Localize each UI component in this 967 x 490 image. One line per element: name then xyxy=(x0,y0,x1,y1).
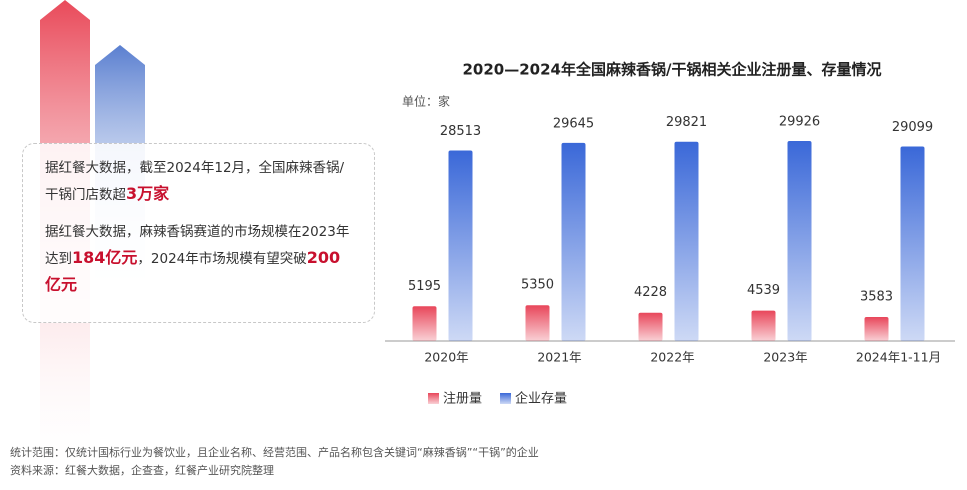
data-label: 4228 xyxy=(634,285,667,300)
highlight: 184亿元 xyxy=(72,248,138,267)
bar xyxy=(525,305,550,341)
x-tick-label: 2020年 xyxy=(424,350,468,365)
bar xyxy=(448,150,473,341)
legend-label: 企业存量 xyxy=(515,391,567,407)
text-run: 据红餐大数据，截至2024年12月，全国麻辣香锅/干锅门店数超 xyxy=(45,160,345,203)
highlight: 200亿元 xyxy=(45,248,341,294)
x-tick-label: 2023年 xyxy=(763,350,807,365)
bar xyxy=(864,317,889,341)
bar xyxy=(787,141,812,341)
bar xyxy=(674,141,699,341)
text-run: 据红餐大数据，麻辣香锅赛道的市场规模在2023年达到 xyxy=(45,224,350,267)
paragraph: 据红餐大数据，截至2024年12月，全国麻辣香锅/干锅门店数超3万家 xyxy=(45,156,352,208)
unit-label: 单位：家 xyxy=(402,94,450,109)
data-label: 4539 xyxy=(747,283,780,298)
bar xyxy=(412,306,437,341)
bar xyxy=(900,146,925,341)
data-label: 29099 xyxy=(892,120,933,135)
data-label: 3583 xyxy=(860,290,893,305)
x-tick-label: 2024年1-11月 xyxy=(856,350,941,365)
legend-label: 注册量 xyxy=(443,392,482,407)
footnote: 资料来源：红餐大数据，企查查，红餐产业研究院整理 xyxy=(10,464,274,477)
data-label: 28513 xyxy=(440,124,481,139)
bar xyxy=(751,310,776,341)
x-tick-label: 2021年 xyxy=(537,350,581,365)
bar xyxy=(638,312,663,341)
footnote: 统计范围：仅统计国标行业为餐饮业，且企业名称、经营范围、产品名称包含关键词“麻辣… xyxy=(10,446,539,459)
highlight: 3万家 xyxy=(126,184,170,203)
text-run: ，2024年市场规模有望突破 xyxy=(137,251,307,267)
data-label: 29821 xyxy=(666,115,707,130)
data-label: 5195 xyxy=(408,279,441,294)
data-label: 29645 xyxy=(553,116,594,131)
chart-title: 2020—2024年全国麻辣香锅/干锅相关企业注册量、存量情况 xyxy=(463,61,882,79)
bar xyxy=(561,142,586,341)
info-panel: 据红餐大数据，截至2024年12月，全国麻辣香锅/干锅门店数超3万家 据红餐大数据… xyxy=(22,143,375,323)
data-label: 29926 xyxy=(779,115,820,130)
x-tick-label: 2022年 xyxy=(650,350,694,365)
legend-swatch xyxy=(428,393,439,404)
paragraph: 据红餐大数据，麻辣香锅赛道的市场规模在2023年达到184亿元，2024年市场规… xyxy=(45,220,352,299)
data-label: 5350 xyxy=(521,278,554,293)
legend-swatch xyxy=(500,393,512,404)
